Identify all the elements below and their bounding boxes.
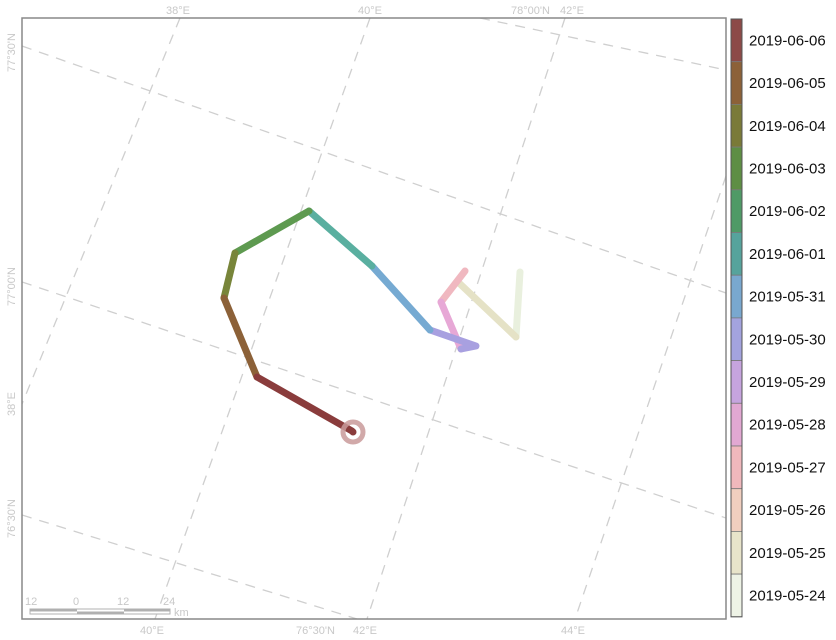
legend-swatch-2019-05-28	[730, 402, 743, 447]
scale-unit: km	[174, 607, 189, 619]
track-segment-2019-06-04	[220, 249, 239, 302]
legend-label-2019-06-04: 2019-06-04	[749, 118, 826, 135]
track-segment-2019-05-31	[368, 262, 434, 334]
grid-label-left-77-30n: 77°30'N	[6, 33, 18, 72]
legend-swatch-2019-05-30	[730, 317, 743, 361]
legend-label-2019-05-27: 2019-05-27	[749, 459, 826, 476]
legend-swatch-2019-05-25	[730, 531, 743, 575]
legend-label-2019-05-25: 2019-05-25	[749, 545, 826, 562]
legend-label-2019-05-31: 2019-05-31	[749, 289, 826, 306]
legend-swatch-2019-05-24	[730, 573, 743, 618]
grid-label-top-78n: 78°00'N	[511, 5, 550, 17]
grid-label-bottom-76-30n: 76°30'N	[296, 625, 335, 637]
grid-labels-bottom: 40°E 76°30'N 42°E 44°E	[140, 625, 585, 637]
track-segment-2019-05-30	[426, 326, 480, 353]
date-legend: 2019-06-06 2019-06-05 2019-06-04 2019-06-03…	[730, 18, 826, 618]
track-segment-2019-06-03	[231, 207, 313, 257]
parallel-76-30n	[22, 514, 358, 619]
legend-swatch-2019-06-05	[730, 61, 743, 105]
track-segment-2019-06-01	[305, 207, 376, 270]
grid-label-bottom-44e: 44°E	[561, 625, 585, 637]
grid-label-top-42e: 42°E	[560, 5, 584, 17]
legend-label-2019-05-28: 2019-05-28	[749, 417, 826, 434]
scale-bar-segment-1	[30, 609, 77, 612]
scale-bar: 12 0 12 24 km	[25, 596, 189, 619]
legend-label-2019-06-05: 2019-06-05	[749, 75, 826, 92]
legend-label-2019-05-24: 2019-05-24	[749, 587, 826, 604]
grid-label-top-40e: 40°E	[358, 5, 382, 17]
scale-tick-24: 24	[163, 596, 175, 608]
parallel-78n	[479, 18, 726, 71]
grid-labels-left: 77°30'N 77°00'N 38°E 76°30'N	[6, 33, 18, 538]
meridian-42e	[366, 18, 566, 619]
grid-labels-top: 38°E 40°E 78°00'N 42°E	[166, 5, 584, 17]
scale-tick-0: 0	[73, 596, 79, 608]
parallel-77-30n	[22, 45, 726, 294]
scale-bar-segment-3	[124, 609, 170, 612]
legend-label-2019-06-03: 2019-06-03	[749, 160, 826, 177]
end-marker-dot	[349, 428, 357, 436]
meridian-40e	[154, 18, 371, 619]
grid-label-bottom-40e: 40°E	[140, 625, 164, 637]
legend-swatch-2019-05-31	[730, 274, 743, 319]
legend-swatch-2019-05-29	[730, 360, 743, 404]
legend-label-2019-05-26: 2019-05-26	[749, 502, 826, 519]
grid-label-left-77n: 77°00'N	[6, 267, 18, 306]
parallel-77n	[22, 281, 726, 519]
map-background	[22, 18, 726, 619]
grid-label-left-76-30n: 76°30'N	[6, 499, 18, 538]
legend-label-2019-06-02: 2019-06-02	[749, 203, 826, 220]
grid-label-top-38e: 38°E	[166, 5, 190, 17]
legend-label-2019-06-06: 2019-06-06	[749, 32, 826, 49]
grid-label-bottom-42e: 42°E	[353, 625, 377, 637]
legend-swatch-2019-06-03	[730, 146, 743, 191]
legend-bar-frame	[730, 18, 743, 618]
track-segment-2019-06-05	[220, 294, 261, 381]
track	[220, 207, 524, 435]
legend-label-2019-06-01: 2019-06-01	[749, 246, 826, 263]
grid-label-left-38e: 38°E	[6, 392, 18, 416]
scale-tick-neg12: 12	[25, 596, 37, 608]
legend-swatch-2019-06-06	[730, 18, 743, 63]
legend-label-2019-05-30: 2019-05-30	[749, 331, 826, 348]
track-segment-2019-06-06	[253, 373, 356, 435]
map-frame	[21, 17, 727, 620]
legend-swatch-2019-05-26	[730, 488, 743, 532]
track-segment-2019-05-27	[437, 267, 469, 306]
track-end-marker	[340, 419, 366, 445]
track-segment-2019-05-24	[512, 268, 524, 341]
meridian-38e	[22, 18, 181, 405]
legend-swatch-2019-06-01	[730, 232, 743, 276]
graticule	[22, 18, 726, 619]
scale-tick-12: 12	[117, 596, 129, 608]
end-marker-ring	[340, 419, 366, 445]
legend-swatch-2019-06-02	[730, 189, 743, 233]
legend-label-2019-05-29: 2019-05-29	[749, 374, 826, 391]
legend-swatch-2019-05-27	[730, 445, 743, 490]
legend-swatch-2019-06-04	[730, 104, 743, 148]
track-segment-2019-05-25	[454, 278, 520, 341]
meridian-44e	[574, 175, 726, 619]
scale-bar-segment-2	[77, 611, 124, 614]
